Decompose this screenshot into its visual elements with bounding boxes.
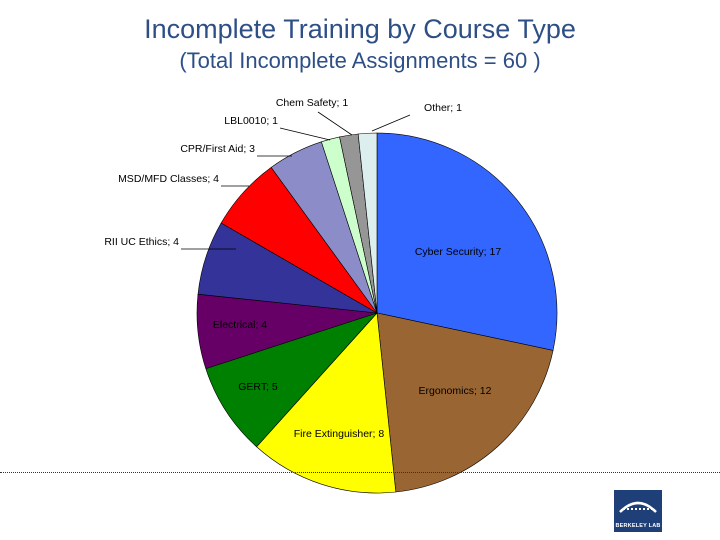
pie-slices <box>196 132 558 494</box>
slice-label: LBL0010; 1 <box>224 115 278 127</box>
slice-label: Fire Extinguisher; 8 <box>294 428 385 440</box>
pie-slice <box>256 312 397 494</box>
chart-subtitle: (Total Incomplete Assignments = 60 ) <box>179 48 541 73</box>
footer-divider <box>0 472 720 473</box>
label-leader-lines <box>181 111 411 250</box>
pie-slice <box>205 312 378 448</box>
slice-label: CPR/First Aid; 3 <box>180 143 255 155</box>
pie-slice <box>357 132 378 314</box>
lab-building-icon <box>619 501 657 513</box>
pie-slice <box>376 132 558 351</box>
berkeley-lab-logo: BERKELEY LAB <box>614 490 662 532</box>
slice-label: Ergonomics; 12 <box>419 385 492 397</box>
slice-label: Electrical; 4 <box>213 319 267 331</box>
pie-slice <box>376 312 554 493</box>
leader-line <box>317 111 353 136</box>
leader-line <box>371 114 411 132</box>
slice-label: Other; 1 <box>424 102 462 114</box>
slice-label: GERT; 5 <box>238 381 278 393</box>
chart-title: Incomplete Training by Course Type <box>144 14 576 44</box>
slice-label: Cyber Security; 17 <box>415 246 502 258</box>
leader-line <box>279 127 331 141</box>
slice-label: MSD/MFD Classes; 4 <box>118 173 219 185</box>
slice-label: Chem Safety; 1 <box>276 97 349 109</box>
logo-text: BERKELEY LAB <box>615 523 661 529</box>
slice-label: RII UC Ethics; 4 <box>104 236 179 248</box>
slice-labels: Cyber Security; 17 Ergonomics; 12 Fire Ext… <box>104 97 501 440</box>
